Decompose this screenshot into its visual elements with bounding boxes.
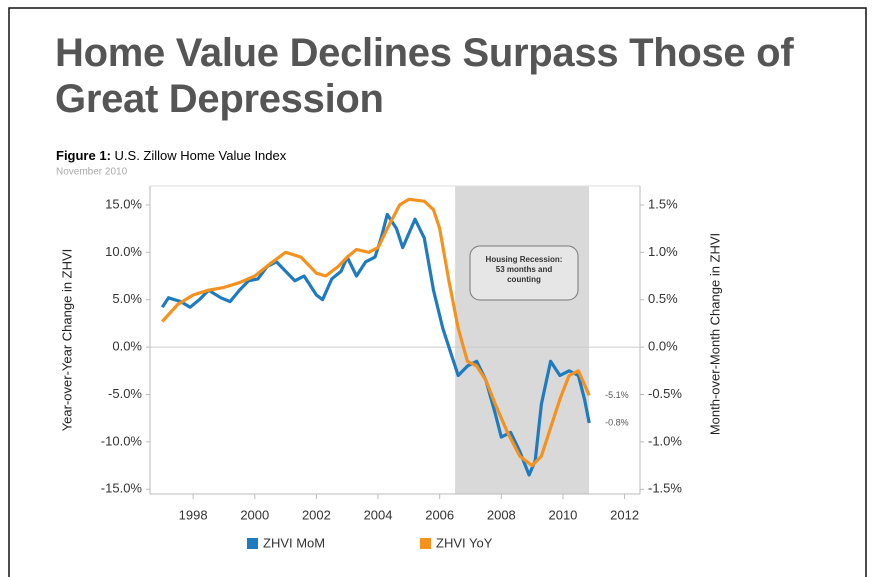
figure-label: Figure 1: xyxy=(56,148,111,163)
y2-tick-label: -1.0% xyxy=(648,433,682,448)
annotation-text: Housing Recession: xyxy=(486,255,563,264)
legend-swatch xyxy=(247,538,258,549)
value-label: -0.8% xyxy=(605,417,629,427)
x-tick-label: 2012 xyxy=(610,507,639,522)
series-line xyxy=(160,212,591,477)
y2-tick-label: -0.5% xyxy=(648,386,682,401)
legend-swatch xyxy=(420,538,431,549)
x-tick-label: 2000 xyxy=(240,507,269,522)
x-tick-label: 2006 xyxy=(425,507,454,522)
y-tick-label: 5.0% xyxy=(112,291,142,306)
y2-tick-label: 1.5% xyxy=(648,196,678,211)
y-tick-label: -10.0% xyxy=(101,433,143,448)
y2-tick-label: 1.0% xyxy=(648,244,678,259)
page-title: Home Value Declines Surpass Those of Gre… xyxy=(55,31,794,121)
chart-subtitle: November 2010 xyxy=(56,167,128,178)
x-tick-label: 2010 xyxy=(548,507,577,522)
legend-label: ZHVI MoM xyxy=(263,535,325,550)
figure-heading: Figure 1: U.S. Zillow Home Value Index xyxy=(56,148,287,163)
x-tick-label: 1998 xyxy=(179,507,208,522)
legend-label: ZHVI YoY xyxy=(436,535,493,550)
y-axis-label: Year-over-Year Change in ZHVI xyxy=(59,249,74,432)
recession-shade xyxy=(455,186,590,494)
series-line xyxy=(161,197,591,468)
y-tick-label: -15.0% xyxy=(101,481,143,496)
annotation-text: 53 months and xyxy=(496,265,553,274)
y2-tick-label: 0.5% xyxy=(648,291,678,306)
y-tick-label: 15.0% xyxy=(105,196,142,211)
y-tick-label: -5.0% xyxy=(108,386,142,401)
value-label: -5.1% xyxy=(605,390,629,400)
frame-border xyxy=(8,7,867,577)
annotation-text: counting xyxy=(507,275,541,284)
y2-axis-label: Month-over-Month Change in ZHVI xyxy=(707,233,722,435)
y-tick-label: 10.0% xyxy=(105,244,142,259)
figure-title: U.S. Zillow Home Value Index xyxy=(115,148,287,163)
y2-tick-label: -1.5% xyxy=(648,481,682,496)
annotation-box xyxy=(469,245,579,301)
x-tick-label: 2004 xyxy=(364,507,393,522)
y-tick-label: 0.0% xyxy=(112,339,142,354)
x-tick-label: 2002 xyxy=(302,507,331,522)
y2-tick-label: 0.0% xyxy=(648,339,678,354)
x-tick-label: 2008 xyxy=(487,507,516,522)
